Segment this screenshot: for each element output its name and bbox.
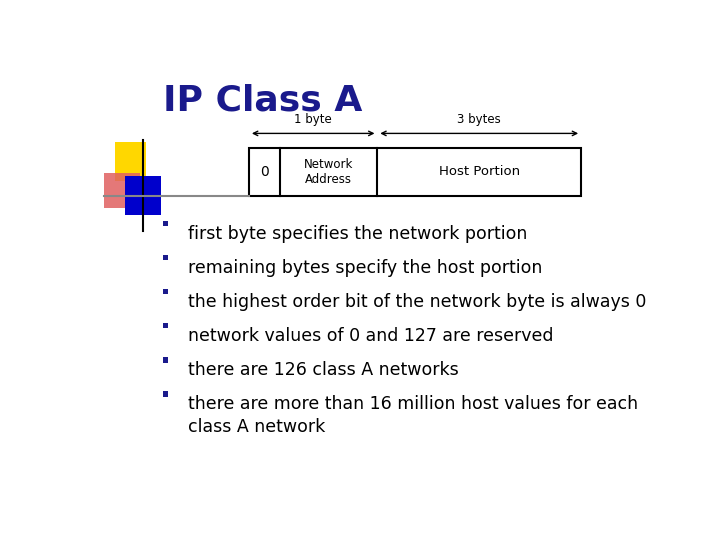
Bar bbox=[125, 176, 161, 215]
Text: Network
Address: Network Address bbox=[304, 158, 354, 186]
Bar bbox=[163, 220, 168, 226]
Bar bbox=[163, 323, 168, 328]
Text: 1 byte: 1 byte bbox=[294, 113, 332, 126]
Text: network values of 0 and 127 are reserved: network values of 0 and 127 are reserved bbox=[188, 327, 553, 345]
Bar bbox=[163, 357, 168, 362]
Bar bbox=[249, 148, 581, 196]
Bar bbox=[163, 391, 168, 396]
Text: remaining bytes specify the host portion: remaining bytes specify the host portion bbox=[188, 259, 542, 277]
Text: 0: 0 bbox=[260, 165, 269, 179]
Text: there are 126 class A networks: there are 126 class A networks bbox=[188, 361, 459, 379]
Text: Host Portion: Host Portion bbox=[438, 165, 520, 178]
Text: there are more than 16 million host values for each
class A network: there are more than 16 million host valu… bbox=[188, 395, 638, 436]
Bar bbox=[163, 255, 168, 260]
Text: 3 bytes: 3 bytes bbox=[457, 113, 501, 126]
Bar bbox=[115, 141, 145, 181]
Text: first byte specifies the network portion: first byte specifies the network portion bbox=[188, 225, 527, 243]
Bar bbox=[104, 173, 140, 208]
Text: IP Class A: IP Class A bbox=[163, 84, 362, 118]
Text: the highest order bit of the network byte is always 0: the highest order bit of the network byt… bbox=[188, 293, 646, 311]
Bar bbox=[163, 289, 168, 294]
